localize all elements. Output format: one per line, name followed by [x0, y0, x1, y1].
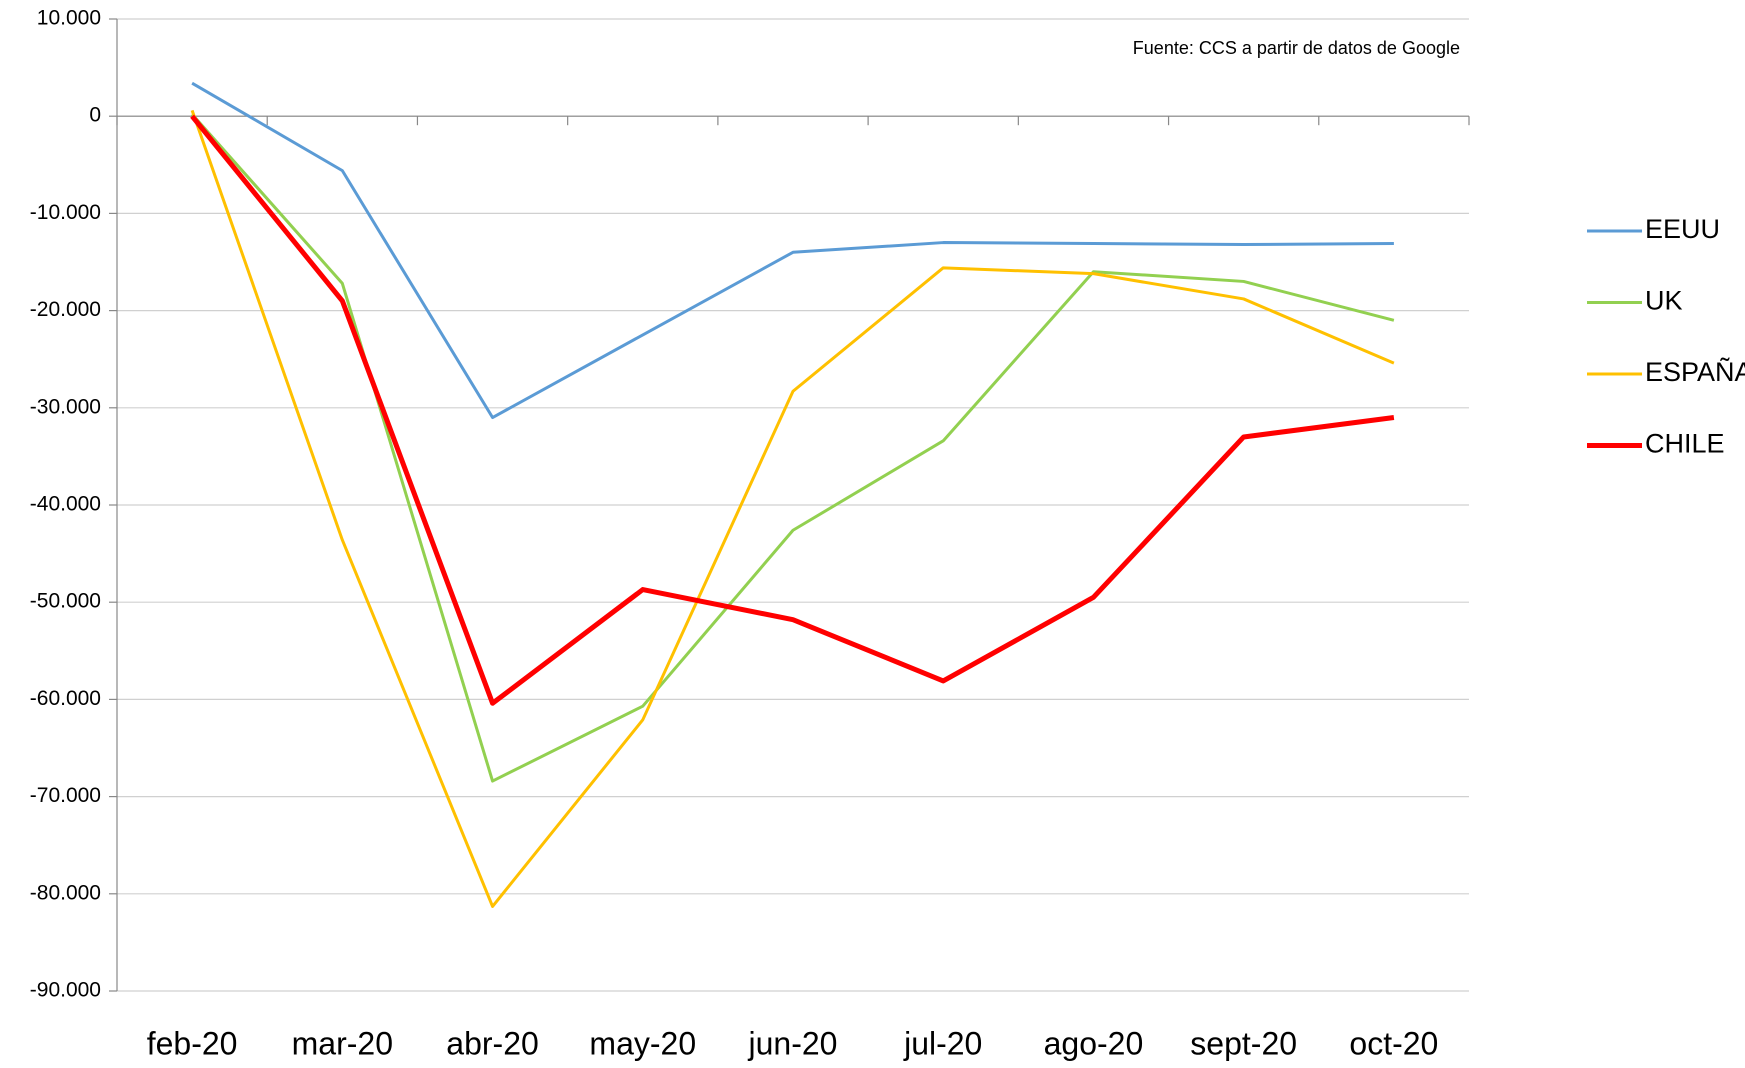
y-tick-label: -60.000	[30, 687, 101, 710]
x-tick-label: may-20	[589, 1025, 696, 1061]
x-tick-label: oct-20	[1349, 1025, 1438, 1061]
y-tick-label: 0	[89, 104, 101, 127]
y-tick-label: -20.000	[30, 298, 101, 321]
x-tick-label: ago-20	[1044, 1025, 1144, 1061]
x-tick-label: sept-20	[1190, 1025, 1297, 1061]
x-tick-label: feb-20	[147, 1025, 238, 1061]
legend-label: ESPAÑA	[1645, 356, 1745, 387]
series-line	[190, 114, 1395, 706]
x-tick-label: mar-20	[292, 1025, 393, 1061]
y-tick-label: -10.000	[30, 201, 101, 224]
x-tick-label: jul-20	[903, 1025, 982, 1061]
y-tick-label: -80.000	[30, 881, 101, 904]
y-tick-label: 10.000	[37, 7, 101, 30]
legend-label: CHILE	[1645, 429, 1725, 459]
y-tick-label: -40.000	[30, 493, 101, 516]
series-line	[190, 113, 1395, 783]
y-tick-label: -70.000	[30, 784, 101, 807]
y-tick-label: -30.000	[30, 395, 101, 418]
y-tick-label: -90.000	[30, 979, 101, 1002]
legend-label: EEUU	[1645, 214, 1720, 244]
series-line	[190, 109, 1395, 908]
x-tick-label: jun-20	[748, 1025, 838, 1061]
legend-label: UK	[1645, 286, 1683, 316]
series-line	[191, 81, 1394, 420]
source-note: Fuente: CCS a partir de datos de Google	[1133, 38, 1460, 58]
y-tick-label: -50.000	[30, 590, 101, 613]
x-tick-label: abr-20	[446, 1025, 539, 1061]
